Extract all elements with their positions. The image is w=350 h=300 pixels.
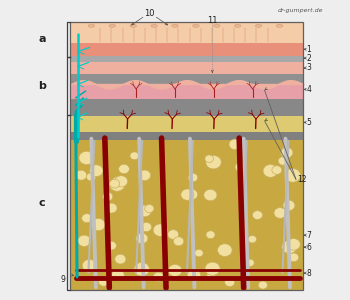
Text: dr-gumpert.de: dr-gumpert.de [277,8,323,13]
Ellipse shape [248,236,257,243]
Text: 5: 5 [306,118,311,127]
Text: c: c [39,198,46,208]
Ellipse shape [181,189,194,200]
Text: 7: 7 [306,231,311,240]
Ellipse shape [151,24,158,27]
Ellipse shape [186,189,198,200]
Ellipse shape [206,155,221,169]
Ellipse shape [110,178,125,191]
Ellipse shape [153,224,168,236]
Text: 12: 12 [297,175,306,184]
Bar [70,84,303,99]
Ellipse shape [109,24,116,27]
Text: 4: 4 [306,85,311,94]
Ellipse shape [214,24,220,27]
Ellipse shape [289,253,299,262]
Ellipse shape [246,259,254,266]
Ellipse shape [88,24,95,27]
Ellipse shape [130,24,136,27]
Ellipse shape [90,165,103,176]
Text: 1: 1 [306,45,311,54]
Text: 2: 2 [306,53,311,62]
Bar [70,140,303,290]
Bar [70,56,303,62]
Ellipse shape [112,177,123,186]
Ellipse shape [272,166,282,174]
Ellipse shape [193,24,199,27]
Ellipse shape [82,260,97,272]
Ellipse shape [91,218,105,231]
Ellipse shape [207,272,215,279]
Ellipse shape [187,269,201,281]
Ellipse shape [204,189,217,201]
Ellipse shape [283,200,295,211]
Ellipse shape [195,249,203,257]
Bar [70,99,303,116]
Ellipse shape [82,214,92,223]
Ellipse shape [138,205,151,217]
Ellipse shape [282,240,297,254]
Ellipse shape [98,277,109,286]
Ellipse shape [106,203,117,213]
Ellipse shape [205,155,214,163]
Ellipse shape [285,169,301,182]
Ellipse shape [115,176,128,187]
Ellipse shape [281,147,293,158]
Bar [70,22,303,290]
Text: 9: 9 [61,274,66,284]
Bar [70,43,303,56]
Bar [70,132,303,140]
Ellipse shape [110,179,120,188]
Text: 3: 3 [306,63,311,72]
Ellipse shape [274,208,286,218]
Text: 8: 8 [306,268,311,278]
Ellipse shape [278,157,288,165]
Ellipse shape [256,24,262,27]
Text: a: a [38,34,46,44]
Ellipse shape [168,230,179,239]
Ellipse shape [86,173,96,181]
Ellipse shape [276,24,283,27]
Ellipse shape [103,192,113,201]
Ellipse shape [252,211,262,220]
Ellipse shape [173,237,184,246]
Bar [70,62,303,74]
Ellipse shape [75,170,87,180]
Ellipse shape [188,173,198,182]
Ellipse shape [218,244,232,256]
Bar [70,116,303,132]
Ellipse shape [263,164,278,177]
Ellipse shape [172,24,178,27]
Text: 6: 6 [306,242,311,251]
Ellipse shape [136,233,148,244]
Text: 11: 11 [207,16,218,25]
Ellipse shape [130,152,139,160]
Ellipse shape [119,164,130,174]
Ellipse shape [287,238,300,250]
Ellipse shape [106,241,117,250]
Ellipse shape [112,269,124,281]
Ellipse shape [235,163,246,172]
Ellipse shape [134,262,149,276]
Ellipse shape [168,264,182,276]
Ellipse shape [141,222,152,232]
Bar [70,74,303,84]
Ellipse shape [79,151,94,165]
Text: b: b [38,81,46,91]
Bar [70,22,303,43]
Ellipse shape [229,139,241,150]
Ellipse shape [225,278,235,286]
Ellipse shape [153,272,164,281]
Ellipse shape [78,235,91,247]
Text: 10: 10 [144,9,155,18]
Ellipse shape [258,281,267,289]
Ellipse shape [115,254,126,264]
Ellipse shape [234,24,241,27]
Ellipse shape [139,170,151,181]
Ellipse shape [206,231,215,239]
Ellipse shape [205,262,220,275]
Ellipse shape [145,205,154,213]
